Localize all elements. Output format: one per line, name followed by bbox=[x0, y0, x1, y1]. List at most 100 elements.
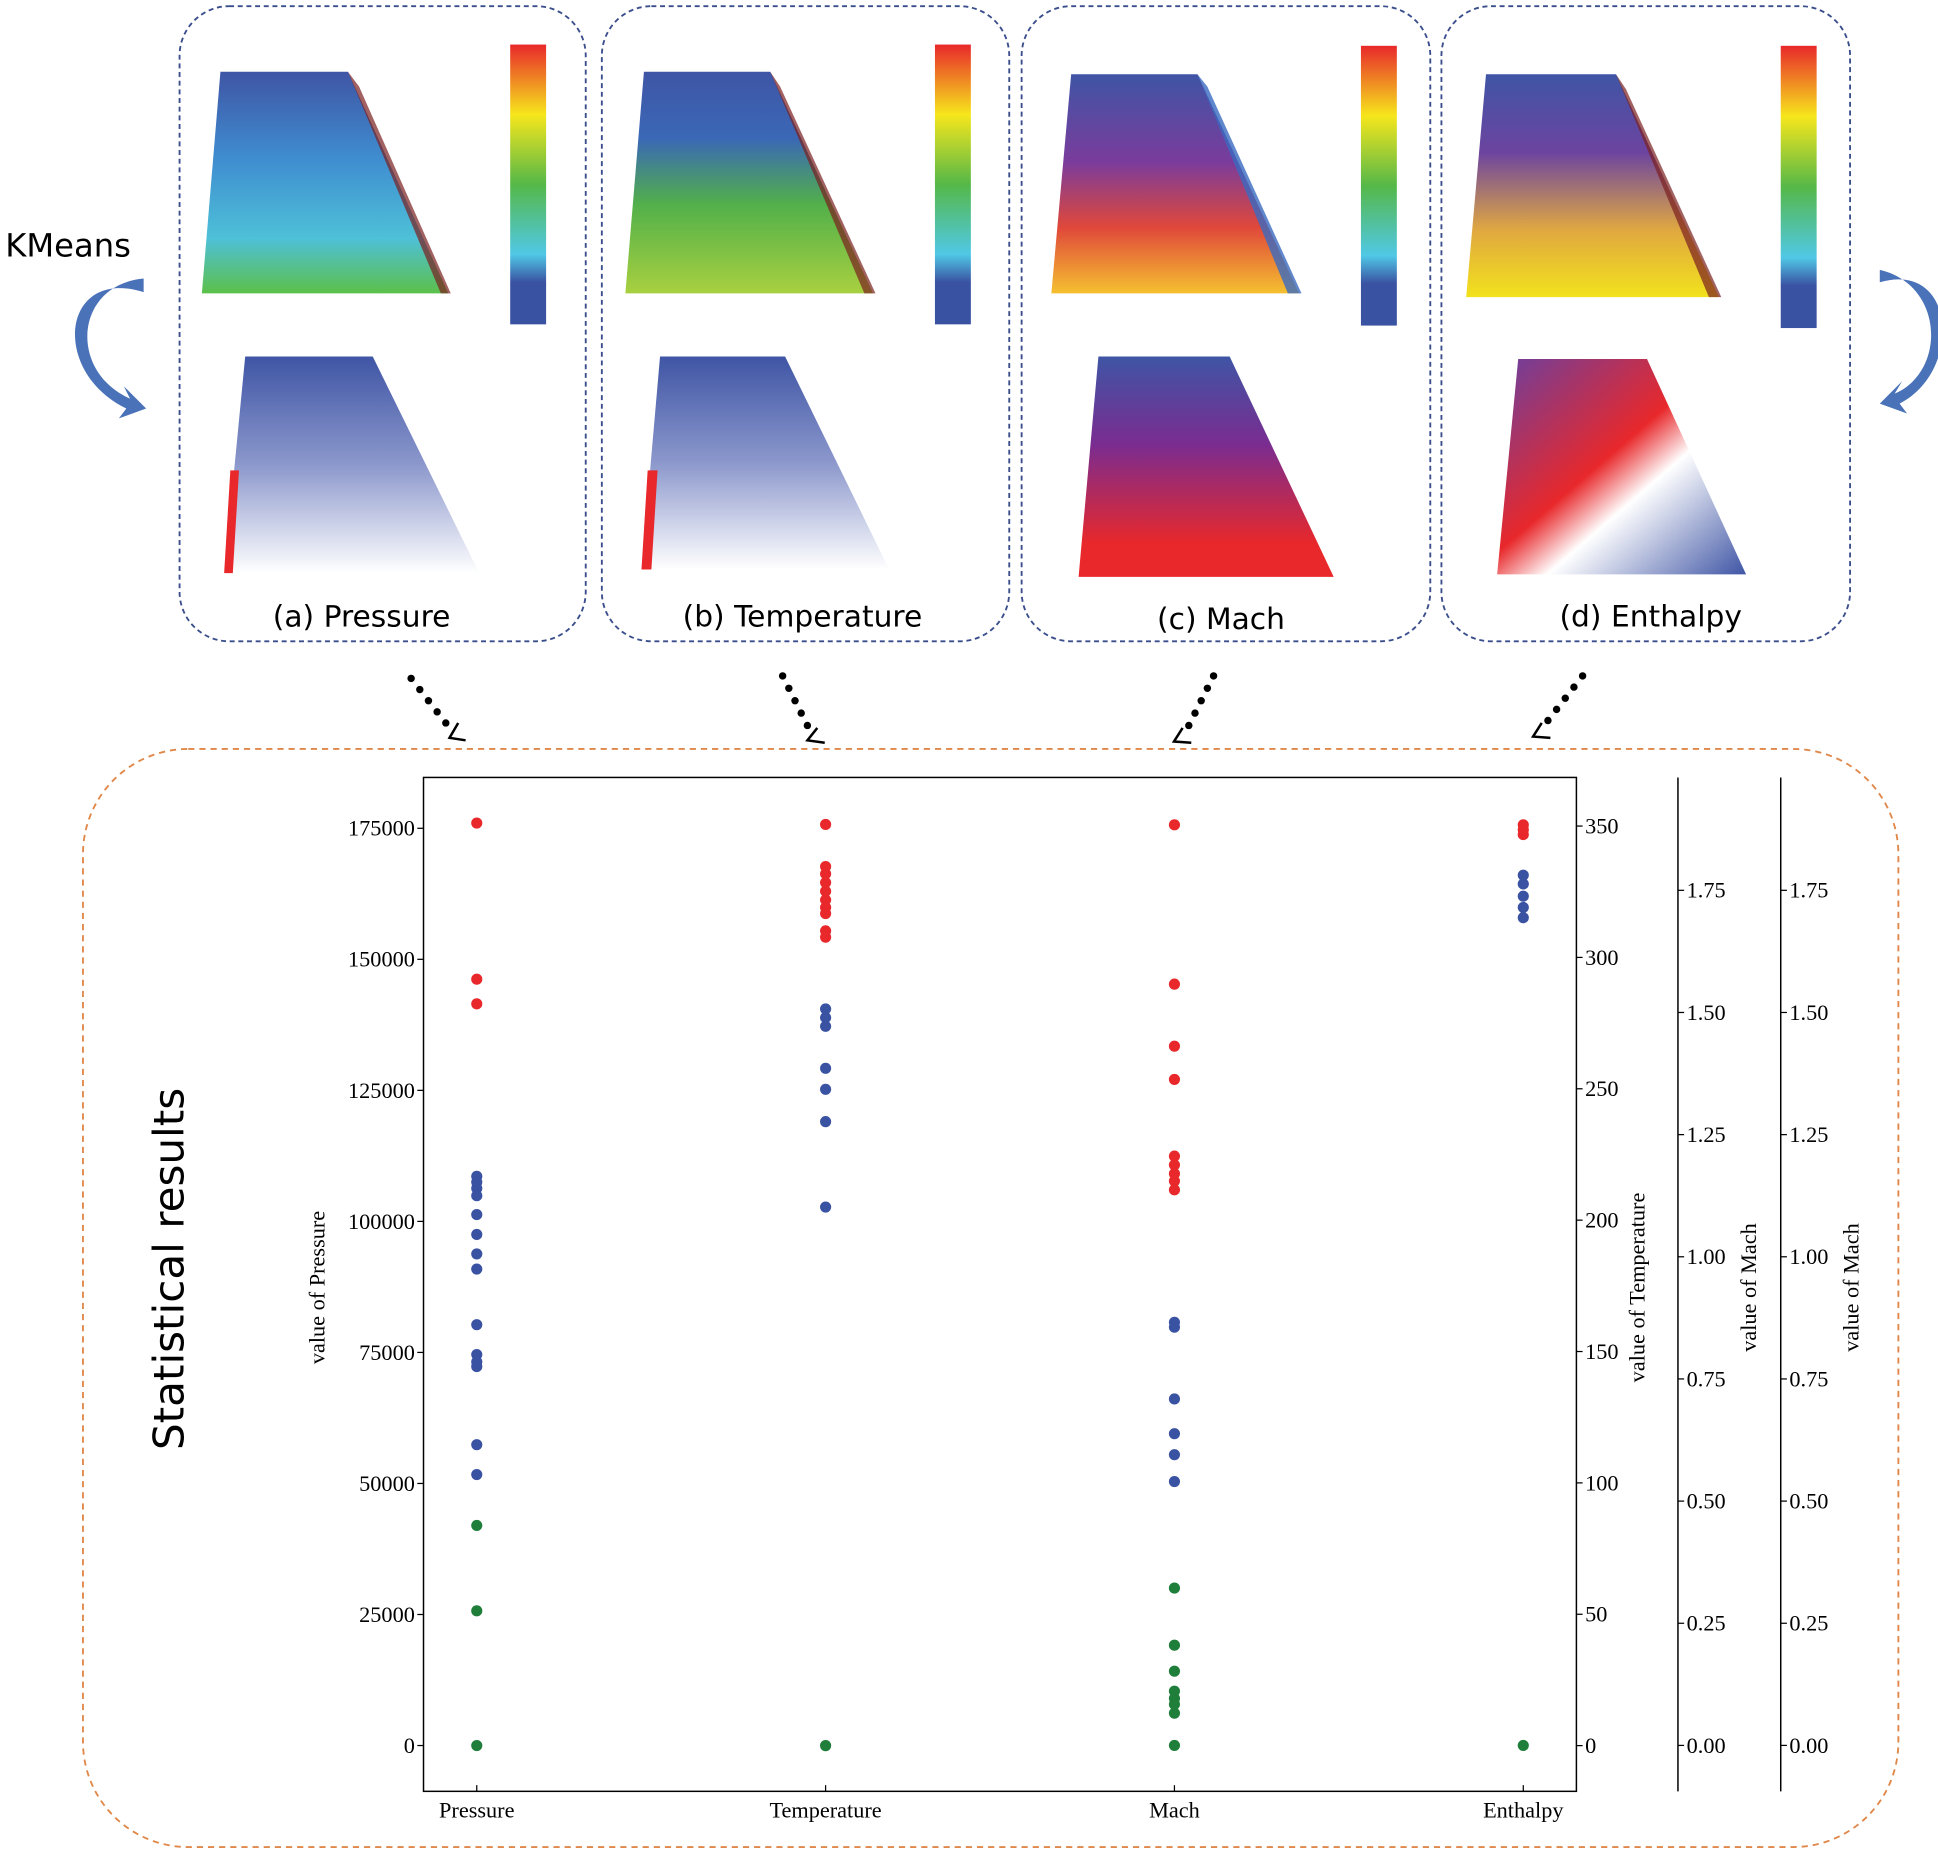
data-point bbox=[820, 868, 832, 880]
surface bbox=[1466, 74, 1719, 298]
plot-frame bbox=[422, 776, 1578, 1793]
data-point bbox=[471, 1319, 483, 1331]
x-tick-label: Temperature bbox=[769, 1797, 881, 1822]
panel-frame bbox=[1440, 5, 1852, 643]
data-point bbox=[1168, 1449, 1181, 1461]
data-point bbox=[1168, 1582, 1181, 1594]
surface-edge bbox=[1197, 74, 1302, 294]
data-point bbox=[471, 1263, 483, 1275]
tick-label: 150000 bbox=[348, 947, 415, 972]
dotted-arrows bbox=[407, 672, 1587, 745]
data-point bbox=[1517, 869, 1529, 881]
data-point bbox=[820, 931, 832, 943]
curved-arrow bbox=[1879, 269, 1938, 414]
tick-label: 0.50 bbox=[1789, 1489, 1828, 1514]
tick-label: 0.25 bbox=[1687, 1611, 1726, 1636]
data-point bbox=[820, 1083, 832, 1095]
x-tick-label: Pressure bbox=[439, 1797, 515, 1822]
data-point bbox=[471, 1361, 483, 1373]
colorbar bbox=[1780, 45, 1817, 329]
data-point bbox=[1168, 1707, 1181, 1719]
panel-frame bbox=[1020, 5, 1432, 643]
top-panels: (a) Pressure (b) Temperature (c) Mach (d… bbox=[178, 5, 1852, 643]
data-point bbox=[820, 885, 832, 897]
tick-label: 150 bbox=[1585, 1339, 1618, 1364]
colorbar bbox=[510, 44, 547, 325]
data-point bbox=[1168, 1159, 1181, 1171]
data-point bbox=[820, 1020, 832, 1032]
surface bbox=[224, 356, 480, 574]
data-point bbox=[471, 1468, 483, 1481]
data-point bbox=[1168, 1475, 1181, 1488]
data-point bbox=[471, 1739, 483, 1752]
tick-label: 25000 bbox=[359, 1602, 415, 1627]
colorbar bbox=[934, 44, 971, 325]
data-point bbox=[1517, 878, 1529, 890]
surface-edge bbox=[347, 71, 451, 294]
tick-label: 1.25 bbox=[1687, 1122, 1726, 1147]
tick-label: 50000 bbox=[359, 1471, 415, 1496]
y-axis-label: value of Pressure bbox=[304, 1211, 329, 1364]
surface-edge bbox=[1616, 74, 1722, 298]
tick-label: 1.75 bbox=[1687, 878, 1726, 903]
data-point bbox=[820, 1116, 832, 1128]
data-point bbox=[471, 1439, 483, 1451]
data-point bbox=[1168, 819, 1181, 831]
data-point bbox=[820, 876, 832, 889]
tick-label: 0.75 bbox=[1687, 1366, 1726, 1391]
data-point bbox=[1168, 1175, 1181, 1187]
tick-label: 100000 bbox=[348, 1209, 415, 1234]
data-point bbox=[1517, 1739, 1529, 1751]
surface bbox=[641, 356, 890, 570]
tick-label: 0 bbox=[1585, 1733, 1596, 1758]
tick-label: 1.25 bbox=[1789, 1122, 1828, 1147]
data-point bbox=[1168, 1639, 1181, 1651]
tick-label: 350 bbox=[1585, 813, 1618, 838]
x-tick-label: Mach bbox=[1149, 1797, 1200, 1822]
data-point bbox=[1168, 1739, 1181, 1751]
tick-label: 0 bbox=[404, 1733, 415, 1758]
kmeans-label: KMeans bbox=[5, 226, 131, 264]
panel-frame bbox=[178, 5, 587, 643]
y2-axis-label: value of Temperature bbox=[1625, 1193, 1650, 1383]
side-label: Statistical results bbox=[144, 1088, 193, 1450]
surface-edge bbox=[641, 470, 658, 570]
data-point bbox=[820, 1012, 832, 1024]
tick-label: 175000 bbox=[348, 816, 415, 841]
tick-label: 0.50 bbox=[1687, 1489, 1726, 1514]
data-point bbox=[820, 1740, 832, 1752]
tick-label: 1.00 bbox=[1789, 1244, 1828, 1269]
data-point bbox=[1517, 901, 1529, 913]
tick-label: 100 bbox=[1585, 1470, 1618, 1495]
tick-label: 1.50 bbox=[1789, 1000, 1828, 1025]
data-point bbox=[820, 894, 832, 906]
tick-label: 125000 bbox=[348, 1078, 415, 1103]
data-point bbox=[471, 1190, 483, 1202]
colorbar bbox=[1360, 45, 1397, 326]
tick-label: 75000 bbox=[359, 1340, 415, 1365]
data-point bbox=[1168, 1150, 1181, 1162]
data-point bbox=[1168, 1428, 1181, 1440]
tick-label: 0.00 bbox=[1789, 1733, 1828, 1758]
data-point bbox=[471, 1605, 483, 1617]
data-point bbox=[1517, 890, 1529, 902]
data-point bbox=[1168, 1073, 1181, 1085]
tick-label: 0.25 bbox=[1789, 1611, 1828, 1636]
panel-caption: (b) Temperature bbox=[683, 599, 923, 634]
data-point bbox=[1517, 829, 1529, 841]
y3-axis-label: value of Mach bbox=[1736, 1223, 1761, 1352]
surface bbox=[625, 71, 874, 294]
data-point bbox=[1517, 912, 1529, 924]
data-point bbox=[471, 1209, 483, 1221]
panel-caption: (c) Mach bbox=[1157, 602, 1285, 637]
data-point bbox=[1168, 1665, 1181, 1677]
data-point bbox=[1168, 1184, 1181, 1196]
tick-label: 300 bbox=[1585, 945, 1618, 970]
data-point bbox=[820, 907, 832, 920]
surface-edge bbox=[770, 71, 876, 294]
panel-caption: (d) Enthalpy bbox=[1559, 599, 1741, 634]
tick-label: 250 bbox=[1585, 1076, 1618, 1101]
tick-label: 50 bbox=[1585, 1602, 1607, 1627]
data-point bbox=[820, 1201, 832, 1213]
